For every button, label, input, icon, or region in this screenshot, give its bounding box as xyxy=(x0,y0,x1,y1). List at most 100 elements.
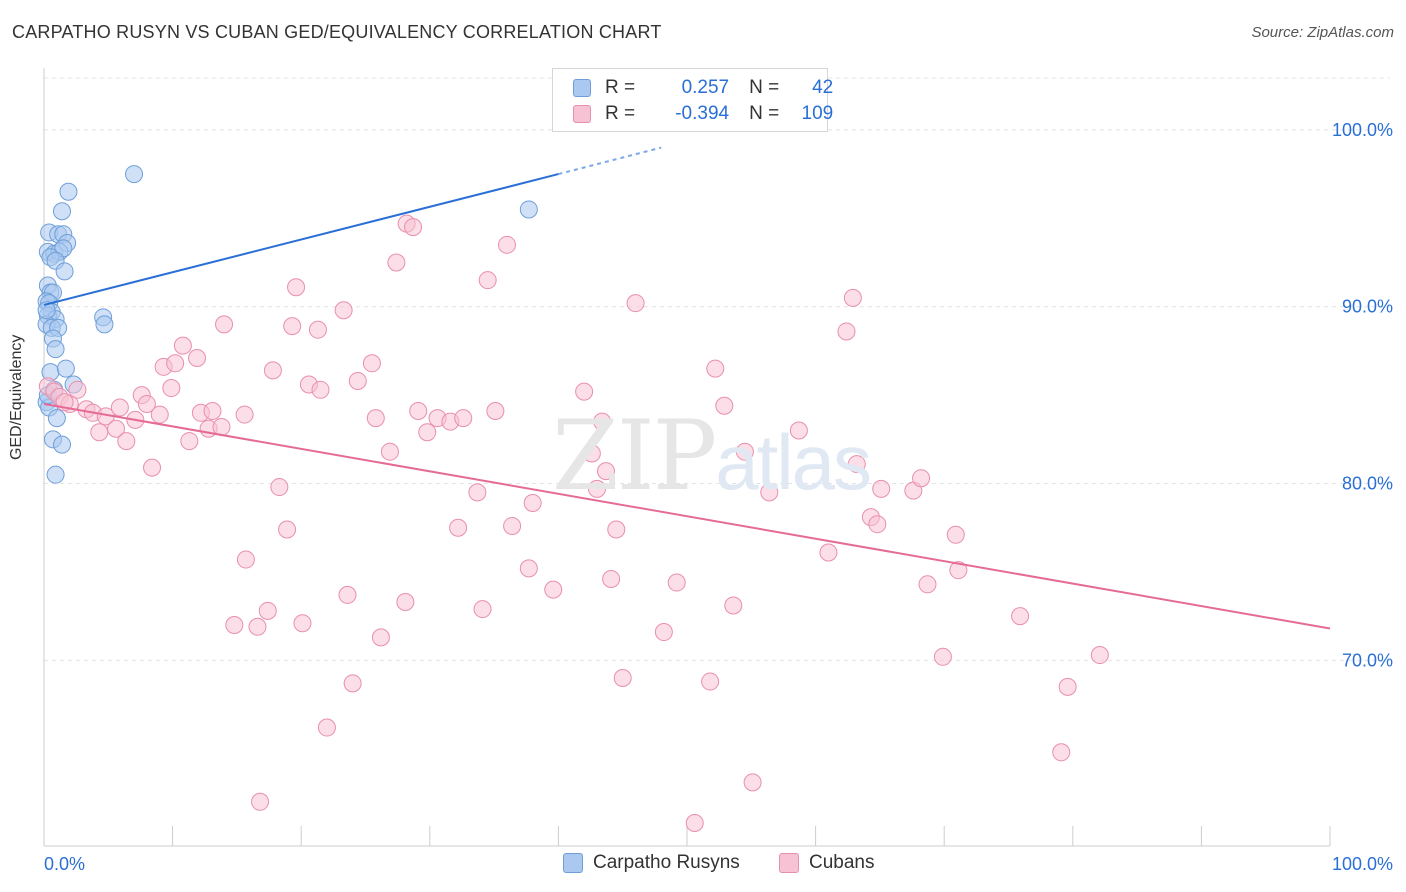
data-point xyxy=(1058,677,1077,696)
watermark-zip: ZIP xyxy=(552,400,717,512)
data-point xyxy=(387,253,406,272)
data-point xyxy=(311,380,330,399)
x-tick-label-max: 100.0% xyxy=(1332,854,1393,874)
legend-row-cuban: R = -0.394 N = 109 xyxy=(573,102,833,126)
data-point xyxy=(473,600,492,619)
bottom-legend-swatch-rusyn xyxy=(563,853,583,873)
legend-r-value: 0.257 xyxy=(681,77,730,98)
legend-r-label: R = xyxy=(605,103,636,124)
data-point xyxy=(263,361,282,380)
data-point xyxy=(56,359,75,378)
trend-line xyxy=(43,173,559,306)
data-point xyxy=(53,435,72,454)
data-point xyxy=(789,421,808,440)
data-point xyxy=(59,182,78,201)
data-point xyxy=(933,647,952,666)
data-point xyxy=(706,359,725,378)
legend-swatch-rusyn xyxy=(573,79,591,97)
data-point xyxy=(587,479,606,498)
watermark: ZIPatlas xyxy=(552,400,872,512)
data-point xyxy=(366,409,385,428)
data-point xyxy=(166,354,185,373)
data-point xyxy=(317,718,336,737)
data-point xyxy=(582,444,601,463)
data-point xyxy=(107,419,126,438)
data-point xyxy=(283,317,302,336)
data-point xyxy=(117,432,136,451)
bottom-legend-rusyn: Carpatho Rusyns xyxy=(563,852,740,874)
data-point xyxy=(110,398,129,417)
legend-row-rusyn: R = 0.257 N = 42 xyxy=(573,76,833,100)
data-point xyxy=(701,672,720,691)
data-point xyxy=(654,623,673,642)
data-point xyxy=(843,288,862,307)
data-point xyxy=(225,615,244,634)
bottom-legend: Carpatho Rusyns Cubans xyxy=(0,852,1406,878)
legend-r-label: R = xyxy=(605,77,636,98)
data-point xyxy=(180,432,199,451)
data-point xyxy=(95,315,114,334)
data-point xyxy=(396,592,415,611)
data-point xyxy=(743,773,762,792)
data-point xyxy=(602,570,621,589)
data-point xyxy=(872,479,891,498)
data-point xyxy=(760,483,779,502)
data-point xyxy=(486,402,505,421)
data-point xyxy=(287,278,306,297)
data-point xyxy=(949,561,968,580)
data-point xyxy=(173,336,192,355)
data-point xyxy=(523,493,542,512)
data-point xyxy=(468,483,487,502)
stats-legend: R = 0.257 N = 42 R = -0.394 N = 109 xyxy=(552,68,833,132)
legend-swatch-cuban xyxy=(573,105,591,123)
data-point xyxy=(338,585,357,604)
legend-n-value: 42 xyxy=(812,77,834,98)
data-point xyxy=(371,628,390,647)
data-point xyxy=(37,301,56,320)
data-point xyxy=(593,412,612,431)
data-point xyxy=(308,320,327,339)
data-point xyxy=(667,573,686,592)
data-point xyxy=(362,354,381,373)
data-point xyxy=(544,580,563,599)
data-point xyxy=(596,462,615,481)
data-point xyxy=(334,301,353,320)
series-cubans xyxy=(38,214,1109,833)
data-point xyxy=(454,409,473,428)
data-point xyxy=(735,442,754,461)
data-point xyxy=(497,235,516,254)
bottom-legend-swatch-cuban xyxy=(779,853,799,873)
data-point xyxy=(293,614,312,633)
data-point xyxy=(248,617,267,636)
y-tick-label: 90.0% xyxy=(1342,297,1393,317)
data-point xyxy=(348,371,367,390)
data-point xyxy=(715,396,734,415)
data-point xyxy=(449,518,468,537)
y-tick-label: 70.0% xyxy=(1342,650,1393,670)
chart-title: CARPATHO RUSYN VS CUBAN GED/EQUIVALENCY … xyxy=(12,22,662,42)
data-point xyxy=(724,596,743,615)
data-point xyxy=(946,525,965,544)
trend-line-extension xyxy=(558,146,662,176)
y-axis-label: GED/Equivalency xyxy=(8,334,25,460)
legend-n-label: N = xyxy=(749,77,780,98)
data-point xyxy=(46,340,65,359)
data-point xyxy=(137,394,156,413)
data-point xyxy=(685,814,704,833)
data-point xyxy=(868,515,887,534)
data-point xyxy=(47,409,66,428)
data-point xyxy=(90,423,109,442)
data-point xyxy=(235,405,254,424)
source-text: Source: ZipAtlas.com xyxy=(1251,24,1394,41)
bottom-legend-label-rusyn: Carpatho Rusyns xyxy=(593,852,740,873)
data-point xyxy=(143,458,162,477)
data-point xyxy=(53,202,72,221)
axes xyxy=(43,68,1331,847)
watermark-atlas: atlas xyxy=(715,418,872,506)
y-tick-label: 100.0% xyxy=(1332,120,1393,140)
data-point xyxy=(270,478,289,497)
data-point xyxy=(503,516,522,535)
trend-layer xyxy=(43,146,1331,630)
legend-n-label: N = xyxy=(749,103,780,124)
